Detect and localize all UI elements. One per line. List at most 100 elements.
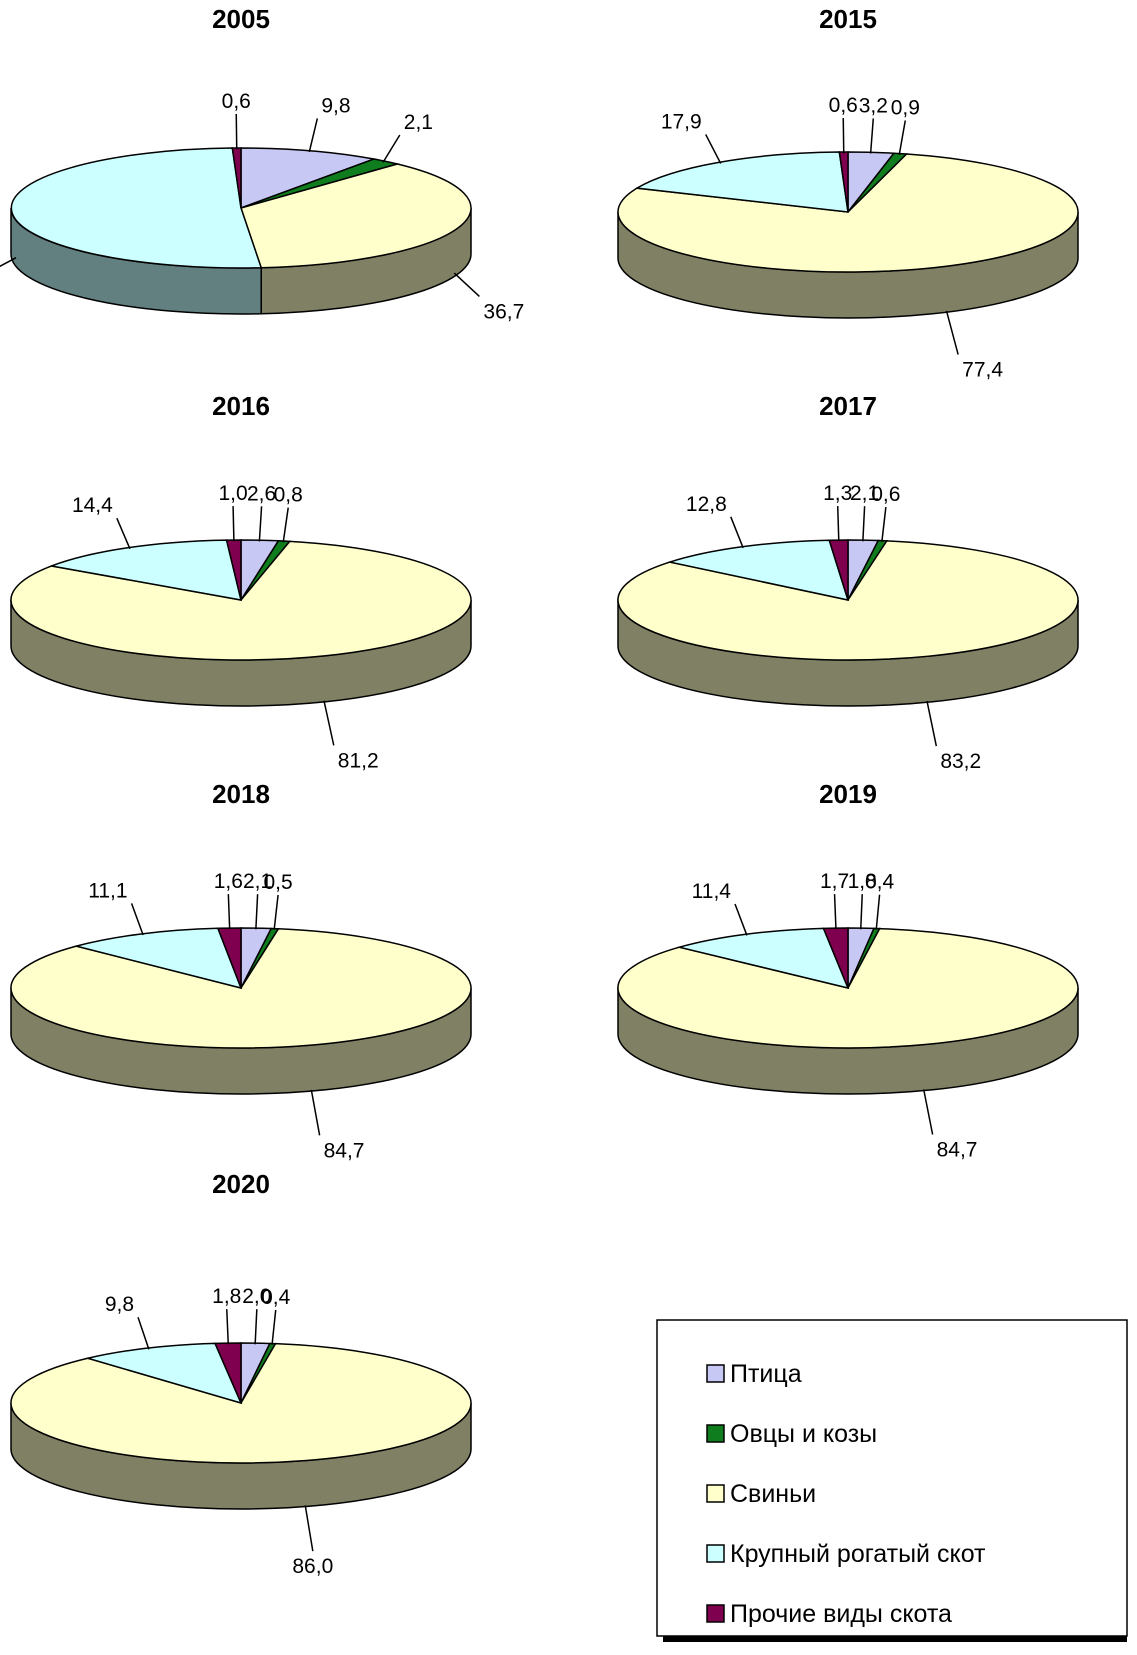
label-leader-cattle xyxy=(705,134,722,164)
chart-title: 2015 xyxy=(819,4,877,34)
label-leader-bird xyxy=(258,506,263,542)
legend-label: Птица xyxy=(730,1360,802,1388)
label-leader-sheep xyxy=(271,1309,277,1345)
pie-slice-cattle xyxy=(676,927,850,990)
legend-swatch xyxy=(706,1364,725,1383)
data-label-sheep: 0,8 xyxy=(274,484,303,507)
data-label-pigs: 81,2 xyxy=(338,749,379,772)
data-label-cattle: 17,9 xyxy=(661,110,702,133)
label-leader-other xyxy=(226,1309,230,1345)
label-leader-pigs xyxy=(945,310,959,355)
legend-label: Прочие виды скота xyxy=(730,1600,952,1628)
label-leader-pigs xyxy=(922,1089,934,1135)
pie-chart-2019: 2019 1,80,4 84,7 11,4 1,7 xyxy=(617,779,1079,1162)
chart-title: 2020 xyxy=(212,1169,270,1199)
label-leader-cattle xyxy=(116,517,131,550)
data-label-bird: 2,1 xyxy=(243,870,272,893)
chart-title: 2018 xyxy=(212,779,270,809)
chart-title: 2005 xyxy=(212,4,270,34)
pie-chart-2018: 2018 2,10,5 84,7 11,1 1,6 xyxy=(10,779,472,1162)
legend-item-pigs: Свиньи xyxy=(706,1480,816,1508)
pie-chart-2020: 2020 2,00,4 86,0 9,8 1,8 xyxy=(10,1169,472,1578)
legend-swatch xyxy=(706,1604,725,1623)
data-label-pigs: 36,7 xyxy=(483,300,524,323)
label-leader-pigs xyxy=(304,1505,314,1552)
label-leader-cattle xyxy=(730,516,744,549)
data-label-cattle: 11,4 xyxy=(692,880,732,903)
data-label-bird: 2,0 xyxy=(242,1285,271,1308)
data-label-pigs: 83,2 xyxy=(940,750,981,773)
label-leader-other xyxy=(842,118,845,154)
label-leader-other xyxy=(235,114,238,150)
label-leader-pigs xyxy=(926,700,938,747)
data-label-other: 1,7 xyxy=(820,870,849,893)
label-leader-other xyxy=(836,506,840,542)
data-label-other: 1,0 xyxy=(218,482,247,505)
label-leader-sheep xyxy=(273,894,279,930)
chart-title: 2016 xyxy=(212,391,270,421)
label-leader-pigs xyxy=(323,700,335,746)
data-label-cattle: 11,1 xyxy=(88,879,127,902)
pie-slice-cattle xyxy=(48,539,242,601)
legend-label: Крупный рогатый скот xyxy=(730,1540,986,1568)
data-label-other: 1,3 xyxy=(823,482,852,505)
label-leader-bird xyxy=(862,506,866,542)
data-label-bird: 9,8 xyxy=(321,94,350,117)
chart-title: 2017 xyxy=(819,391,877,421)
pie-slice-bird xyxy=(240,147,377,210)
pie-slice-cattle xyxy=(634,151,849,213)
legend-box xyxy=(656,1319,1128,1637)
data-label-cattle: 12,8 xyxy=(686,493,727,516)
data-label-pigs: 84,7 xyxy=(937,1139,978,1162)
label-leader-sheep xyxy=(881,506,887,542)
data-label-sheep: 0,4 xyxy=(865,871,895,894)
pie-slice-cattle xyxy=(10,147,263,269)
label-leader-pigs xyxy=(453,272,480,297)
data-label-bird: 1,8 xyxy=(848,870,877,893)
data-label-bird: 2,1 xyxy=(850,482,879,505)
data-label-other: 0,6 xyxy=(829,94,858,117)
data-label-other: 0,6 xyxy=(222,90,251,113)
label-leader-pigs xyxy=(310,1089,321,1136)
pie-slice-cattle xyxy=(73,927,243,990)
label-leader-sheep xyxy=(382,134,401,163)
legend-label: Свиньи xyxy=(730,1480,816,1508)
label-leader-bird xyxy=(859,894,863,930)
label-leader-cattle xyxy=(130,903,144,936)
label-leader-bird xyxy=(308,118,319,153)
label-leader-bird xyxy=(254,1309,258,1345)
label-leader-bird xyxy=(255,894,259,930)
data-label-sheep: 0,5 xyxy=(263,871,292,894)
pie-charts: 20059,82,136,750,80,620153,20,977,417,90… xyxy=(0,4,1079,1578)
label-leader-other xyxy=(227,894,231,930)
legend-label: Овцы и козы xyxy=(730,1420,877,1448)
pie-slice-cattle xyxy=(84,1342,243,1405)
label-leader-other xyxy=(833,894,837,930)
data-label-sheep: 0,6 xyxy=(871,483,900,506)
data-label-other: 1,6 xyxy=(214,870,243,893)
data-label-other: 1,8 xyxy=(212,1285,241,1308)
legend-swatch xyxy=(706,1424,725,1443)
data-label-cattle: 9,8 xyxy=(105,1293,134,1316)
data-label-pigs: 86,0 xyxy=(292,1555,333,1578)
label-leader-cattle xyxy=(734,903,748,936)
data-label-bird: 2,6 xyxy=(247,482,276,505)
data-label-pigs: 77,4 xyxy=(962,359,1003,382)
legend-item-cattle: Крупный рогатый скот xyxy=(706,1540,986,1568)
pie-slice-cattle xyxy=(666,539,850,602)
label-leader-sheep xyxy=(875,894,881,930)
label-leader-sheep xyxy=(282,507,289,543)
legend-swatch xyxy=(706,1484,725,1503)
data-label-bird: 3,2 xyxy=(859,94,888,117)
legend-swatch xyxy=(706,1544,725,1563)
data-label-cattle: 14,4 xyxy=(72,494,113,517)
pie-chart-2016: 2016 2,60,8 81,2 14,4 1,0 xyxy=(10,391,472,772)
pie-slice-pigs xyxy=(240,163,472,269)
pie-chart-2015: 2015 3,2 0,9 77,4 17,9 0,6 xyxy=(617,4,1079,382)
pie-slice-pigs xyxy=(617,153,1079,273)
legend-item-sheep: Овцы и козы xyxy=(706,1420,877,1448)
label-leader-cattle xyxy=(137,1316,150,1350)
pie-chart-2017: 2017 2,10,6 83,2 12,8 1,3 xyxy=(617,391,1079,773)
